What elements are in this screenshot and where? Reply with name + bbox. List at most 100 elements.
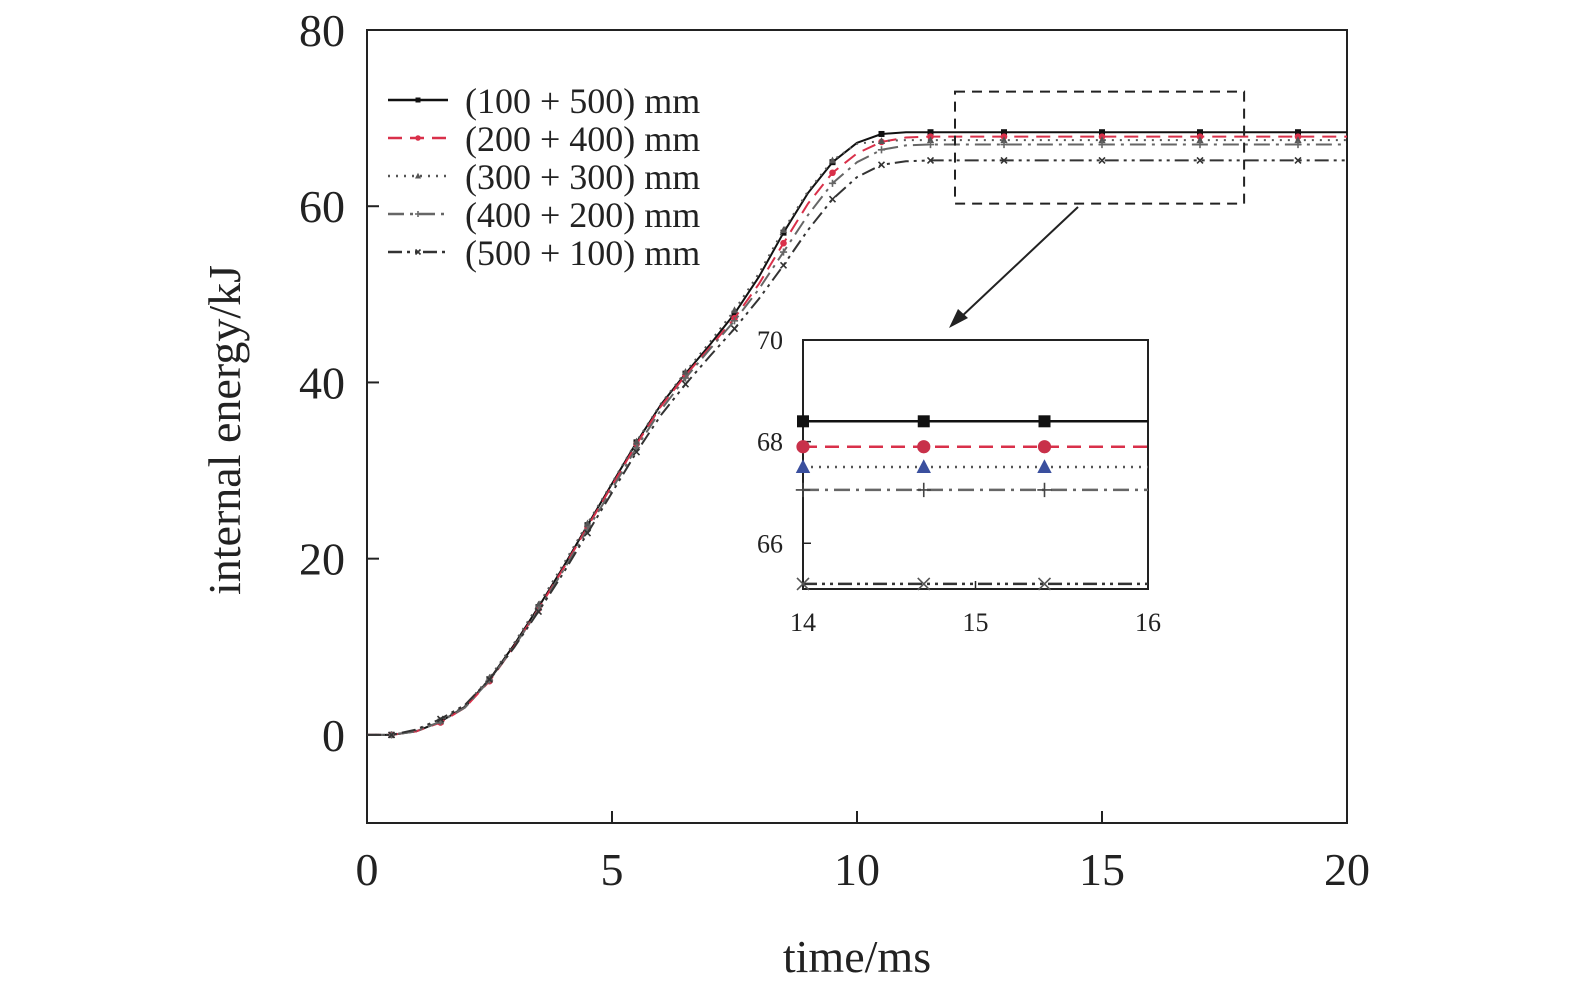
series-line-5 xyxy=(367,156,1347,739)
y-tick-label: 0 xyxy=(322,710,345,761)
data-point xyxy=(828,156,837,164)
data-point xyxy=(730,325,739,333)
inset-data-point xyxy=(1037,577,1052,591)
x-tick-label: 15 xyxy=(1079,844,1125,895)
data-point xyxy=(878,130,885,137)
x-tick-label: 0 xyxy=(356,844,379,895)
data-point xyxy=(681,367,690,375)
data-point xyxy=(485,675,494,683)
main-ticks: 0 5 10 15 20 0 20 40 60 80 xyxy=(299,5,1370,895)
legend-item: (100 + 500) mm xyxy=(388,81,700,121)
inset-data-point xyxy=(1037,459,1052,474)
zoom-arrow-line xyxy=(959,206,1079,319)
data-point xyxy=(828,179,837,187)
inset-frame xyxy=(802,339,1149,590)
x-tick-label: 10 xyxy=(834,844,880,895)
data-point xyxy=(829,169,836,177)
data-point xyxy=(1196,156,1204,164)
zoom-arrow xyxy=(949,206,1079,328)
data-point xyxy=(730,306,739,314)
inset-x-tick-label: 14 xyxy=(790,608,816,637)
zoom-box xyxy=(954,90,1246,205)
data-point xyxy=(1098,140,1106,149)
data-point xyxy=(1000,140,1008,149)
data-point xyxy=(632,444,641,452)
inset-data-point xyxy=(795,459,811,474)
series-path xyxy=(367,159,1347,736)
data-point xyxy=(926,156,935,164)
legend-item: (300 + 300) mm xyxy=(388,157,700,197)
x-axis-title: time/ms xyxy=(783,931,931,982)
legend-marker xyxy=(415,97,421,103)
data-point xyxy=(779,261,788,269)
y-axis-title: internal energy/kJ xyxy=(199,265,250,595)
data-point xyxy=(877,146,886,154)
data-point xyxy=(1196,140,1204,149)
legend: (100 + 500) mm(200 + 400) mm(300 + 300) … xyxy=(388,81,700,273)
data-point xyxy=(1098,136,1106,144)
data-point xyxy=(632,448,641,456)
inset-series-group xyxy=(795,415,1148,591)
data-point xyxy=(1294,156,1302,164)
inset-data-point xyxy=(917,415,930,428)
inset-data-point xyxy=(916,459,931,474)
y-tick-label: 40 xyxy=(299,357,345,408)
inset-x-tick-label: 16 xyxy=(1135,608,1161,637)
legend-marker xyxy=(414,248,422,256)
inset-data-point xyxy=(917,440,931,454)
inset-data-point xyxy=(1038,415,1051,428)
inset-series-line-5 xyxy=(796,577,1148,591)
data-point xyxy=(926,136,935,144)
legend-marker xyxy=(415,211,421,217)
legend-label: (200 + 400) mm xyxy=(465,119,700,159)
legend-item: (200 + 400) mm xyxy=(388,119,700,159)
legend-label: (400 + 200) mm xyxy=(465,195,700,235)
data-point xyxy=(1000,136,1008,144)
legend-marker xyxy=(415,135,421,141)
inset-y-tick-label: 70 xyxy=(757,326,783,355)
data-point xyxy=(730,317,739,325)
zoom-arrow-head xyxy=(949,309,968,328)
data-point xyxy=(1098,156,1106,164)
data-point xyxy=(681,380,690,388)
data-point xyxy=(927,129,934,136)
inset-data-point xyxy=(916,482,931,498)
inset-series-line-2 xyxy=(796,440,1148,454)
inset-y-tick-label: 68 xyxy=(757,428,783,457)
data-point xyxy=(926,140,935,149)
inset-data-point xyxy=(1037,482,1052,498)
data-point xyxy=(1099,129,1105,136)
data-point xyxy=(1000,156,1008,164)
inset-series-line-3 xyxy=(795,459,1148,474)
inset-y-tick-label: 66 xyxy=(757,529,783,558)
inset-data-point xyxy=(1037,440,1052,454)
y-tick-label: 80 xyxy=(299,5,345,56)
legend-label: (100 + 500) mm xyxy=(465,81,700,121)
inset-data-point xyxy=(795,482,811,498)
x-tick-label: 5 xyxy=(601,844,624,895)
inset-series-line-1 xyxy=(797,415,1148,428)
data-point xyxy=(779,226,788,234)
inset-series-line-4 xyxy=(795,482,1148,498)
inset-ticks: 14 15 16 66 68 70 xyxy=(757,326,1161,637)
legend-item: (500 + 100) mm xyxy=(388,233,700,273)
data-point xyxy=(828,195,837,203)
inset-data-point xyxy=(917,577,931,591)
inset-data-point xyxy=(796,577,810,591)
data-point xyxy=(877,161,886,169)
inset-data-point xyxy=(797,415,809,428)
data-point xyxy=(877,137,886,145)
inset-x-tick-label: 15 xyxy=(963,608,989,637)
data-point xyxy=(1294,140,1302,149)
data-point xyxy=(387,731,396,739)
data-point xyxy=(780,239,787,247)
legend-item: (400 + 200) mm xyxy=(388,195,700,235)
data-point xyxy=(1295,129,1301,136)
data-point xyxy=(1197,129,1203,136)
data-point xyxy=(632,437,641,445)
legend-label: (500 + 100) mm xyxy=(465,233,700,273)
data-point xyxy=(1196,136,1204,144)
y-tick-label: 20 xyxy=(299,534,345,585)
data-point xyxy=(731,310,738,317)
